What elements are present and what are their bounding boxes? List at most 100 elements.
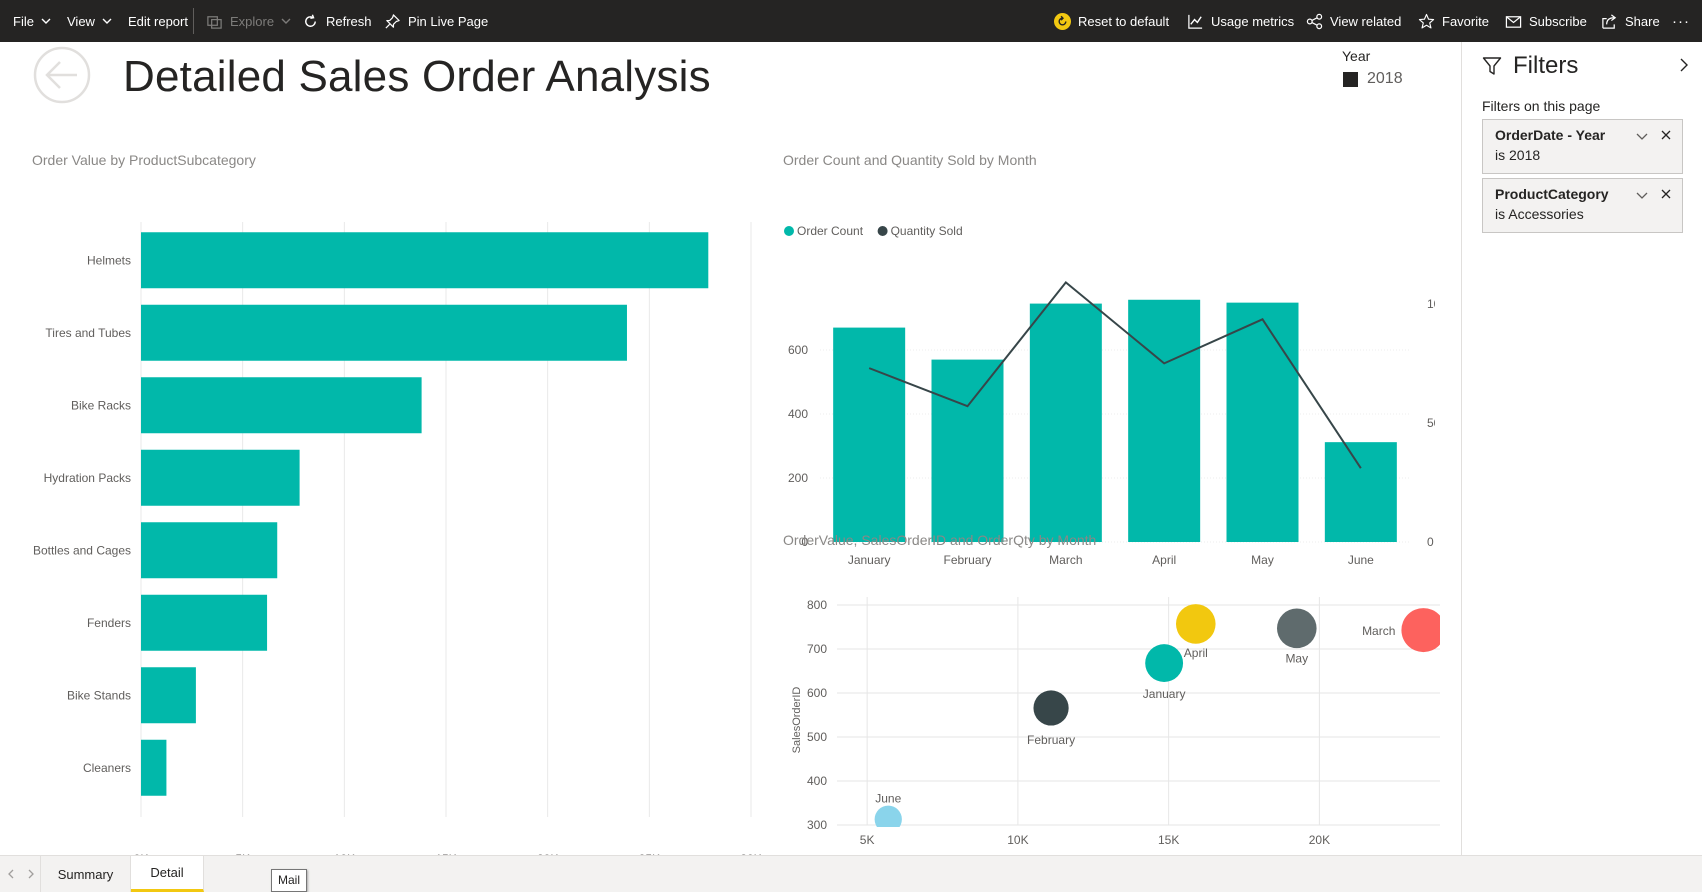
filter-card-productcategory[interactable]: ProductCategory is Accessories [1482,178,1683,233]
chevron-down-icon[interactable] [1636,189,1648,201]
bar [1128,299,1201,542]
subscribe-button[interactable]: Subscribe [1504,0,1587,42]
bar [141,449,300,506]
legend-marker [877,226,888,236]
bar [931,359,1004,542]
tab-summary[interactable]: Summary [40,856,131,892]
filter-card-value: is 2018 [1495,147,1541,163]
bar [141,739,167,796]
bubble [1401,608,1440,653]
view-menu[interactable]: View [67,0,112,42]
x-tick-label: 20K [1309,833,1330,847]
refresh-button[interactable]: Refresh [301,0,372,42]
slicer-option-2018[interactable]: 2018 [1343,70,1403,88]
bubbles [874,604,1440,827]
chevron-left-icon[interactable] [4,866,18,882]
top-toolbar: File View Edit report Explore Refresh [0,0,1702,42]
bubble-label: February [1027,733,1075,747]
report-canvas: Detailed Sales Order Analysis Year 2018 … [0,42,1461,867]
chevron-down-icon [102,18,112,24]
y-left-tick-label: 200 [788,471,808,485]
x-tick-label: March [1049,553,1082,567]
y-tick-label: 800 [807,598,827,612]
chevron-down-icon [41,18,51,24]
explore-label: Explore [230,13,275,29]
y-right-tick-label: 1000 [1427,297,1435,311]
y-tick-label: 500 [807,730,827,744]
bubble-label: March [1362,624,1395,638]
usage-metrics-icon [1186,12,1204,30]
checkbox-checked-icon [1343,71,1358,87]
filter-card-value: is Accessories [1495,206,1584,222]
filter-card-orderdate-year[interactable]: OrderDate - Year is 2018 [1482,119,1683,174]
x-tick-label: May [1251,553,1274,567]
bubble [874,805,902,827]
bubble [1175,604,1216,644]
edit-report-button[interactable]: Edit report [128,0,188,42]
reset-to-default-button[interactable]: Reset to default [1053,0,1169,42]
favorite-label: Favorite [1442,13,1489,29]
pin-live-page-button[interactable]: Pin Live Page [383,0,488,42]
usage-metrics-button[interactable]: Usage metrics [1186,0,1294,42]
explore-icon [205,12,223,30]
x-tick-label: 10K [1007,833,1028,847]
y-left-tick-label: 600 [788,343,808,357]
x-tick-label: February [943,553,991,567]
bar [141,667,196,724]
y-tick-label: 700 [807,642,827,656]
edit-report-label: Edit report [128,13,188,29]
view-related-label: View related [1330,13,1402,29]
mail-icon [1504,12,1522,30]
star-icon [1417,12,1435,30]
filters-header: Filters [1482,52,1578,80]
bubble-label: June [875,791,901,805]
series-line [868,280,1362,469]
more-options-button[interactable]: ··· [1672,0,1690,42]
bar [1029,303,1102,542]
chevron-right-icon[interactable] [24,866,38,882]
x-tick-label: January [848,553,891,567]
bar-chart-title: Order Value by ProductSubcategory [32,152,256,168]
file-menu-label: File [13,13,34,29]
category-label: Tires and Tubes [45,326,131,340]
refresh-label: Refresh [326,13,372,29]
y-tick-label: 400 [807,774,827,788]
bubble-label: January [1143,687,1186,701]
filters-subtitle: Filters on this page [1482,98,1601,114]
x-tick-label: 15K [1158,833,1179,847]
tab-label: Summary [57,866,114,882]
chevron-right-icon[interactable] [1676,56,1692,74]
file-menu[interactable]: File [13,0,51,42]
back-arrow-icon[interactable] [33,46,91,104]
bar [141,377,422,434]
refresh-icon [301,12,319,30]
category-label: Bike Racks [71,398,131,412]
tab-label: Detail [150,865,184,880]
bar [141,304,627,361]
explore-button[interactable]: Explore [205,0,291,42]
usage-metrics-label: Usage metrics [1211,13,1295,29]
share-button[interactable]: Share [1600,0,1660,42]
filter-card-name: ProductCategory [1495,186,1609,202]
filter-card-name: OrderDate - Year [1495,127,1606,143]
chevron-down-icon [281,18,291,24]
view-related-button[interactable]: View related [1305,0,1401,42]
close-icon[interactable] [1660,188,1672,200]
combo-chart: Order Count Quantity Sold 0 200 400 600 0 500 10… [784,224,1435,567]
bar [1226,302,1299,542]
view-menu-label: View [67,13,95,29]
chevron-down-icon[interactable] [1636,130,1648,142]
favorite-button[interactable]: Favorite [1417,0,1489,42]
category-label: Bottles and Cages [33,543,131,557]
pin-live-page-label: Pin Live Page [408,13,489,29]
tooltip: Mail [271,869,308,892]
scatter-chart-title: OrderValue, SalesOrderID and OrderQty by… [783,532,1097,548]
tab-detail[interactable]: Detail [131,856,204,892]
category-label: Cleaners [83,761,131,775]
subscribe-label: Subscribe [1529,13,1587,29]
bar [141,594,268,651]
filters-title: Filters [1513,52,1579,79]
y-right-tick-label: 0 [1427,535,1434,549]
bar [1324,442,1397,542]
close-icon[interactable] [1660,129,1672,141]
